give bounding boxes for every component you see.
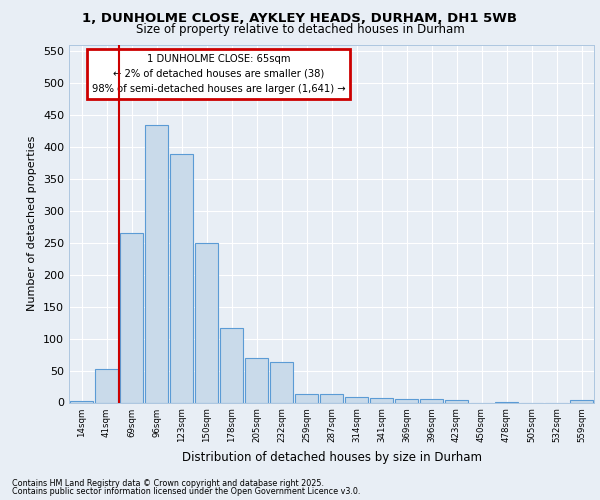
Bar — [295, 394, 318, 402]
Bar — [445, 400, 468, 402]
Bar — [120, 234, 143, 402]
Bar — [245, 358, 268, 403]
Text: Contains HM Land Registry data © Crown copyright and database right 2025.: Contains HM Land Registry data © Crown c… — [12, 478, 324, 488]
Bar — [70, 400, 93, 402]
Text: Size of property relative to detached houses in Durham: Size of property relative to detached ho… — [136, 22, 464, 36]
Bar — [345, 397, 368, 402]
Y-axis label: Number of detached properties: Number of detached properties — [28, 136, 37, 312]
Text: 1, DUNHOLME CLOSE, AYKLEY HEADS, DURHAM, DH1 5WB: 1, DUNHOLME CLOSE, AYKLEY HEADS, DURHAM,… — [83, 12, 517, 24]
Bar — [95, 370, 118, 402]
X-axis label: Distribution of detached houses by size in Durham: Distribution of detached houses by size … — [182, 450, 482, 464]
Bar — [270, 362, 293, 403]
Bar — [395, 398, 418, 402]
Bar — [220, 328, 243, 402]
Bar — [320, 394, 343, 402]
Bar — [420, 400, 443, 402]
Text: Contains public sector information licensed under the Open Government Licence v3: Contains public sector information licen… — [12, 488, 361, 496]
Text: 1 DUNHOLME CLOSE: 65sqm
← 2% of detached houses are smaller (38)
98% of semi-det: 1 DUNHOLME CLOSE: 65sqm ← 2% of detached… — [92, 54, 346, 94]
Bar — [370, 398, 393, 402]
Bar — [195, 243, 218, 402]
Bar — [145, 125, 168, 402]
Bar — [170, 154, 193, 402]
Bar — [570, 400, 593, 402]
